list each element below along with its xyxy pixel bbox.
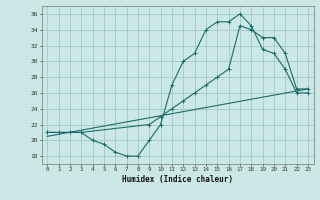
X-axis label: Humidex (Indice chaleur): Humidex (Indice chaleur) xyxy=(122,175,233,184)
